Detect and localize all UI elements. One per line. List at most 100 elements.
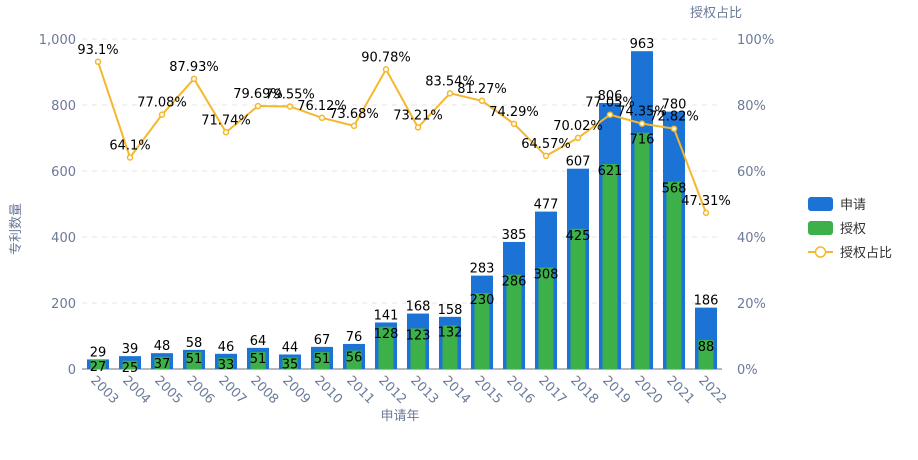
ratio-value-label: 77.05%	[585, 96, 635, 111]
bar-grant[interactable]	[154, 356, 170, 369]
x-tick-label: 2010	[311, 373, 345, 407]
application-value-label: 385	[502, 228, 527, 243]
grant-value-label: 51	[186, 352, 203, 367]
grant-value-label: 51	[250, 352, 267, 367]
x-tick-label: 2014	[439, 373, 473, 407]
grant-value-label: 621	[598, 164, 623, 179]
y2-axis-title: 授权占比	[690, 5, 742, 21]
bar-grant[interactable]	[666, 181, 682, 369]
ratio-point[interactable]	[510, 120, 518, 128]
legend-swatch-ratio-marker	[814, 246, 827, 258]
grant-value-label: 286	[502, 275, 527, 290]
ratio-point[interactable]	[670, 125, 678, 132]
ratio-point[interactable]	[254, 102, 262, 110]
grant-value-label: 132	[438, 325, 463, 340]
ratio-point[interactable]	[382, 66, 390, 73]
x-axis-title: 申请年	[380, 409, 419, 424]
bar-grant[interactable]	[474, 293, 490, 369]
y-tick-label: 400	[51, 231, 76, 246]
bar-grant[interactable]	[570, 228, 586, 369]
grant-value-label: 27	[90, 360, 107, 375]
bar-grant[interactable]	[698, 339, 714, 369]
bar-grant[interactable]	[314, 352, 330, 369]
x-tick-label: 2015	[471, 373, 505, 407]
x-tick-label: 2022	[695, 373, 729, 407]
y-axis-title: 专利数量	[9, 203, 24, 255]
grant-value-label: 25	[122, 361, 139, 376]
ratio-value-label: 79.69%	[233, 87, 283, 102]
ratio-value-label: 76.12%	[297, 99, 347, 114]
application-value-label: 141	[374, 308, 399, 323]
legend-label-grant: 授权	[840, 221, 866, 237]
ratio-point[interactable]	[702, 209, 710, 217]
bar-grant[interactable]	[186, 352, 202, 369]
bar-grant[interactable]	[90, 360, 106, 369]
ratio-point[interactable]	[542, 152, 550, 160]
bar-grant[interactable]	[282, 357, 298, 369]
y-tick-label: 0	[68, 363, 76, 378]
application-value-label: 780	[662, 98, 687, 113]
ratio-value-label: 47.31%	[681, 194, 731, 209]
y2-tick-label: 60%	[737, 165, 766, 180]
ratio-value-label: 72.82%	[649, 110, 699, 125]
ratio-point[interactable]	[638, 120, 646, 127]
ratio-value-label: 83.54%	[425, 74, 475, 89]
y2-tick-label: 0%	[737, 363, 758, 378]
legend-swatch-application[interactable]	[808, 197, 833, 211]
application-value-label: 29	[90, 345, 107, 360]
ratio-point[interactable]	[350, 122, 358, 130]
x-tick-label: 2005	[151, 373, 185, 407]
y2-tick-label: 40%	[737, 231, 766, 246]
bar-grant[interactable]	[442, 325, 458, 369]
ratio-point[interactable]	[286, 103, 294, 110]
bar-grant[interactable]	[538, 267, 554, 369]
x-tick-label: 2004	[119, 373, 153, 407]
ratio-point[interactable]	[126, 154, 134, 161]
bar-grant[interactable]	[634, 132, 650, 369]
ratio-value-label: 87.93%	[169, 60, 219, 75]
bar-grant[interactable]	[378, 326, 394, 369]
legend-label-application: 申请	[840, 198, 866, 213]
ratio-point[interactable]	[574, 134, 582, 142]
x-tick-label: 2021	[663, 373, 697, 407]
grant-value-label: 51	[314, 352, 331, 367]
application-value-label: 158	[438, 303, 463, 318]
legend-swatch-grant[interactable]	[808, 221, 833, 235]
x-tick-label: 2011	[343, 373, 377, 407]
bar-grant[interactable]	[506, 274, 522, 369]
ratio-point[interactable]	[318, 114, 326, 122]
y-tick-label: 1,000	[39, 33, 76, 48]
ratio-point[interactable]	[190, 75, 198, 83]
grant-value-label: 37	[154, 357, 171, 372]
ratio-point[interactable]	[446, 90, 454, 97]
grant-value-label: 128	[374, 327, 399, 342]
ratio-value-label: 81.27%	[457, 82, 507, 97]
ratio-point[interactable]	[94, 58, 102, 66]
ratio-point[interactable]	[158, 111, 166, 118]
bar-grant[interactable]	[410, 328, 426, 369]
application-value-label: 44	[282, 340, 299, 355]
bar-grant[interactable]	[250, 352, 266, 369]
ratio-value-label: 74.35%	[617, 105, 667, 120]
ratio-value-label: 64.57%	[521, 137, 571, 152]
bar-grant[interactable]	[346, 350, 362, 369]
bar-grant[interactable]	[218, 358, 234, 369]
grant-value-label: 88	[698, 340, 715, 355]
x-tick-label: 2020	[631, 373, 665, 407]
grant-value-label: 308	[534, 267, 559, 282]
bar-grant[interactable]	[122, 360, 138, 369]
ratio-point[interactable]	[222, 129, 230, 136]
y-tick-label: 200	[51, 297, 76, 312]
ratio-point[interactable]	[414, 124, 422, 131]
bar-grant[interactable]	[602, 164, 618, 369]
ratio-point[interactable]	[606, 111, 614, 118]
ratio-point[interactable]	[478, 97, 486, 105]
grant-value-label: 33	[218, 358, 235, 373]
ratio-value-label: 79.55%	[265, 87, 315, 102]
x-tick-label: 2008	[247, 373, 281, 407]
legend-label-ratio: 授权占比	[840, 245, 892, 261]
ratio-line	[97, 61, 707, 214]
x-tick-label: 2012	[375, 373, 409, 407]
application-value-label: 48	[154, 339, 171, 354]
ratio-value-label: 74.29%	[489, 105, 539, 120]
